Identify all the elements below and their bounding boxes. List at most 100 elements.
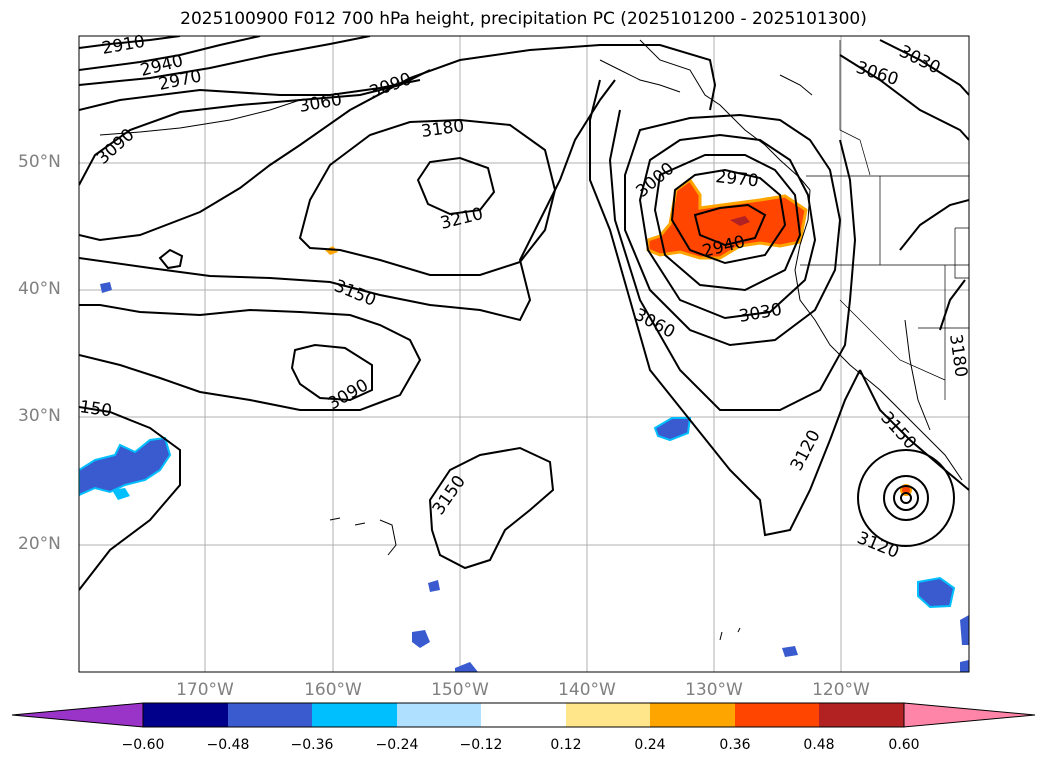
contour-label: 3210: [438, 204, 485, 234]
precip-neg-a: [112, 488, 130, 500]
colorbar: [11, 702, 1036, 728]
lon-label: 140°W: [558, 680, 616, 700]
contour-label: 3150: [429, 472, 470, 519]
contour-3090-east: [608, 109, 857, 411]
lon-label: 170°W: [176, 680, 234, 700]
contour-cyclone-outer: [857, 449, 955, 547]
contour-2970: [670, 168, 787, 265]
contour-2940-center: [693, 203, 767, 247]
lat-label: 50°N: [18, 152, 61, 172]
contour-3180: [298, 118, 557, 276]
colorbar-tick: −0.12: [459, 737, 503, 753]
contour-3090-arc: [79, 69, 431, 186]
contour-small-loop: [158, 248, 184, 270]
colorbar-tick: 0.36: [719, 737, 751, 753]
lat-label: 30°N: [18, 406, 61, 426]
colorbar-segment: [143, 703, 228, 727]
contour-label: 3150: [876, 408, 920, 454]
contour-cyclone-mid: [883, 475, 929, 521]
colorbar-tick: 0.24: [634, 737, 666, 753]
contour-label: 3090: [367, 69, 414, 103]
contour-label: 3060: [853, 58, 900, 90]
precip-neg-west: [79, 436, 172, 497]
contour-label: 3000: [632, 159, 678, 202]
contour-labels: 2910 2940 2970 3060 3090 3090 3180 3210 …: [93, 32, 971, 563]
precip-neg-i: [960, 615, 969, 645]
contour-label: 3120: [854, 528, 902, 563]
contour-label: 3060: [297, 90, 343, 117]
precip-neg-g: [455, 662, 478, 672]
contour-label: 3090: [93, 125, 139, 169]
colorbar-extend-max: [903, 702, 1036, 728]
gridlines: [79, 36, 969, 672]
contour-cyclone-core: [900, 492, 912, 504]
precip-positive-small: [325, 246, 338, 255]
contour-3150-mid: [79, 79, 616, 322]
precip-neg-j: [960, 660, 969, 672]
lon-label: 120°W: [812, 680, 870, 700]
colorbar-segment: [566, 703, 650, 727]
contour-label: 3030: [737, 300, 783, 327]
contour-3030-ne: [879, 39, 969, 96]
colorbar-frame: [142, 702, 905, 728]
colorbar-segment: [650, 703, 735, 727]
height-contours: [79, 36, 969, 591]
contour-label-partial: 150: [78, 397, 113, 421]
contour-3120-big: [79, 406, 181, 591]
coastlines: [99, 39, 963, 641]
contour-3210: [416, 156, 496, 216]
colorbar-tick: 0.60: [888, 737, 920, 753]
colorbar-segment: [819, 703, 904, 727]
contour-label: 3150: [331, 276, 379, 311]
contour-3060-ne: [839, 54, 969, 141]
contour-east-a: [899, 199, 969, 251]
contour-3000: [653, 154, 802, 292]
plot-frame: [78, 35, 970, 673]
contour-2970: [79, 36, 371, 86]
colorbar-tick: 0.48: [803, 737, 835, 753]
precip-positive-core: [730, 216, 750, 226]
contour-3150-outer: [79, 44, 717, 242]
contour-3120-west: [79, 304, 422, 411]
lon-label: 150°W: [431, 680, 489, 700]
contour-3150-east: [859, 369, 969, 491]
lon-label: 130°W: [685, 680, 743, 700]
colorbar-tick: −0.24: [375, 737, 419, 753]
precip-neg-h: [782, 646, 798, 657]
precip-neg-c: [100, 282, 112, 293]
contour-2940: [79, 36, 261, 71]
colorbar-segment: [397, 703, 481, 727]
contour-3090-low: [290, 343, 373, 402]
contour-cyclone-inner: [893, 485, 919, 511]
colorbar-segment: [735, 703, 819, 727]
contour-3180-east: [939, 279, 966, 331]
colorbar-segment: [312, 703, 397, 727]
contour-3030: [638, 133, 817, 320]
contour-label: 3180: [420, 116, 466, 142]
precip-neg-e: [412, 630, 430, 648]
colorbar-extend-min: [11, 702, 144, 728]
colorbar-tick: −0.60: [121, 737, 165, 753]
chart-title: 2025100900 F012 700 hPa height, precipit…: [180, 9, 867, 29]
precip-neg-f: [428, 580, 440, 592]
contour-label: 3030: [896, 42, 944, 79]
lat-label: 20°N: [18, 534, 61, 554]
contour-2910: [79, 36, 181, 49]
contour-3150-south: [428, 446, 555, 570]
colorbar-segment: [228, 703, 312, 727]
precip-neg-b: [653, 417, 692, 442]
colorbar-segment: [481, 703, 566, 727]
contour-3120-east: [589, 79, 861, 537]
colorbar-tick: −0.36: [290, 737, 334, 753]
lat-label: 40°N: [18, 279, 61, 299]
contour-3060: [624, 113, 842, 347]
borders: [800, 40, 969, 400]
contour-label: 3180: [945, 333, 971, 379]
contour-3060-north: [79, 79, 421, 111]
lon-label: 160°W: [304, 680, 362, 700]
contour-label: 2970: [714, 167, 759, 191]
colorbar-tick: −0.48: [206, 737, 250, 753]
colorbar-tick: 0.12: [550, 737, 582, 753]
precip-neg-d: [917, 576, 956, 609]
